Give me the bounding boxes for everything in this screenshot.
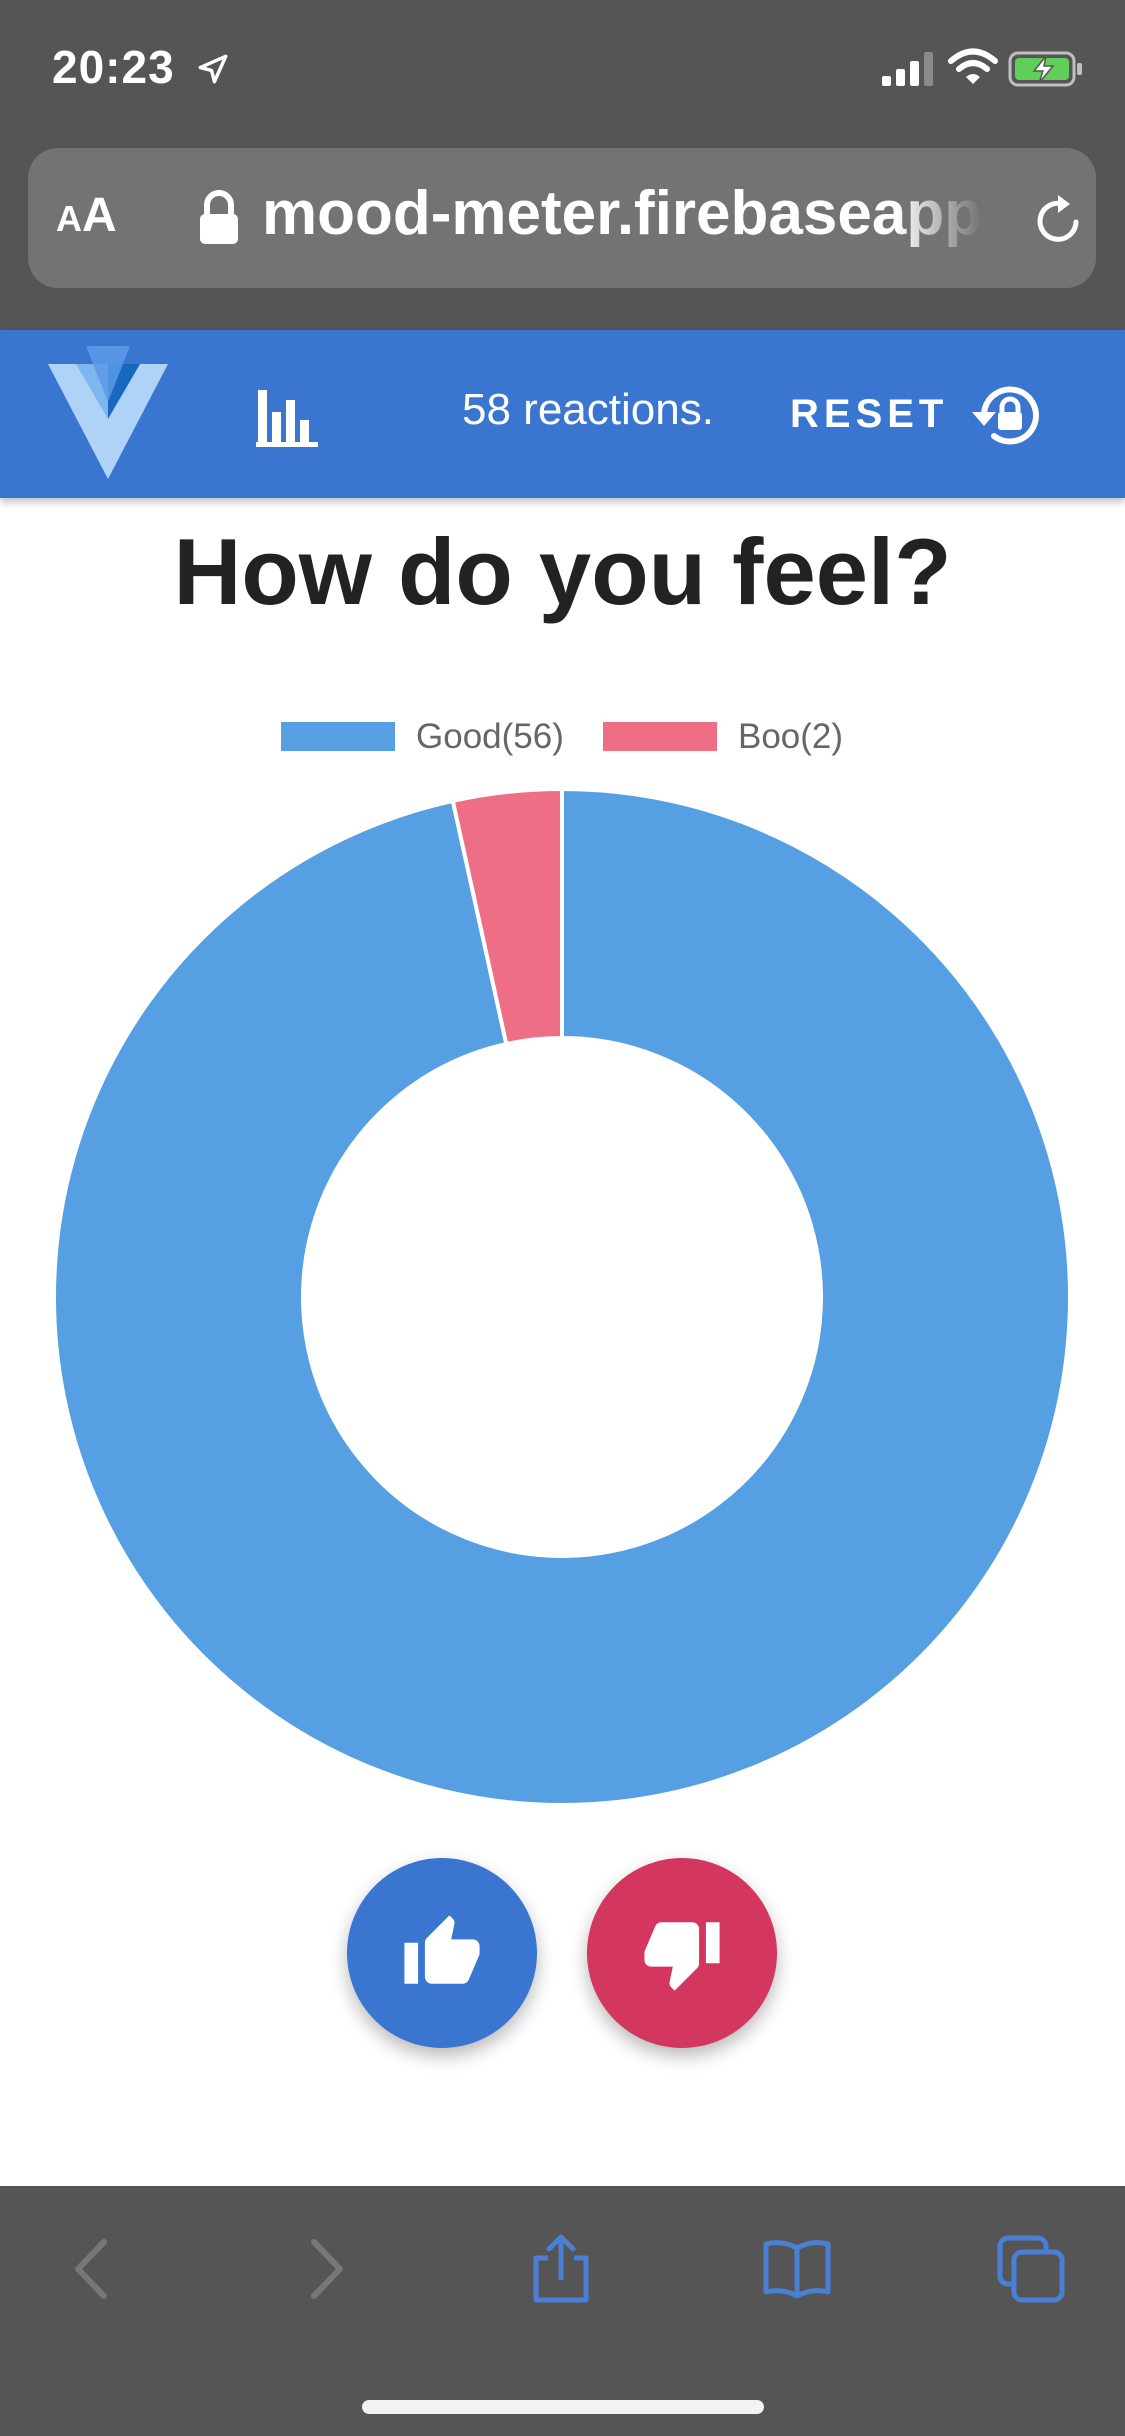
share-icon[interactable]: [526, 2234, 596, 2304]
reset-label: RESET: [790, 391, 949, 436]
browser-top-bar: AA mood-meter.firebaseapp: [0, 140, 1125, 330]
reader-options-button[interactable]: AA: [56, 188, 117, 243]
battery-charging-icon: [1008, 51, 1082, 87]
reload-icon[interactable]: [1030, 192, 1086, 248]
lock-reset-icon: [972, 386, 1040, 445]
doughnut-slice-0[interactable]: [52, 786, 1072, 1807]
bar-chart-icon[interactable]: [254, 382, 320, 448]
thumbs-up-icon: [404, 1915, 480, 1984]
status-bar: 20:23: [0, 0, 1125, 140]
address-bar[interactable]: AA mood-meter.firebaseapp: [28, 148, 1096, 288]
reactions-count: 58 reactions.: [462, 385, 714, 434]
mood-doughnut-chart: Good(56) Boo(2): [52, 717, 1072, 1807]
page-title: How do you feel?: [173, 519, 952, 624]
good-reaction-button[interactable]: [347, 1858, 537, 2048]
legend-swatch-0[interactable]: [281, 722, 395, 751]
legend-label-0[interactable]: Good(56): [416, 717, 564, 756]
boo-reaction-button[interactable]: [587, 1858, 777, 2048]
doughnut-slice-1[interactable]: [450, 786, 564, 1047]
legend-swatch-1[interactable]: [603, 722, 717, 751]
lock-icon: [200, 190, 238, 244]
cellular-signal-icon: [882, 52, 933, 86]
wifi-icon: [948, 48, 998, 84]
aa-large-label: A: [82, 189, 117, 242]
aa-small-label: A: [56, 198, 82, 239]
app-toolbar: 58 reactions. RESET: [0, 330, 1125, 498]
chart-slices: [52, 786, 1072, 1807]
forward-icon[interactable]: [290, 2234, 360, 2304]
legend-label-1[interactable]: Boo(2): [738, 717, 843, 756]
reset-button[interactable]: RESET: [784, 364, 1084, 464]
home-indicator: [362, 2400, 764, 2414]
url-text[interactable]: mood-meter.firebaseapp: [262, 179, 982, 248]
chart-legend: Good(56) Boo(2): [281, 717, 843, 756]
bookmarks-icon[interactable]: [762, 2234, 832, 2304]
vuetify-logo[interactable]: [48, 344, 168, 484]
back-icon[interactable]: [58, 2234, 128, 2304]
status-time: 20:23: [52, 41, 175, 93]
browser-bottom-toolbar: [0, 2186, 1125, 2436]
tabs-icon[interactable]: [996, 2234, 1066, 2304]
thumbs-down-icon: [644, 1922, 720, 1991]
location-arrow-icon: [198, 54, 228, 84]
